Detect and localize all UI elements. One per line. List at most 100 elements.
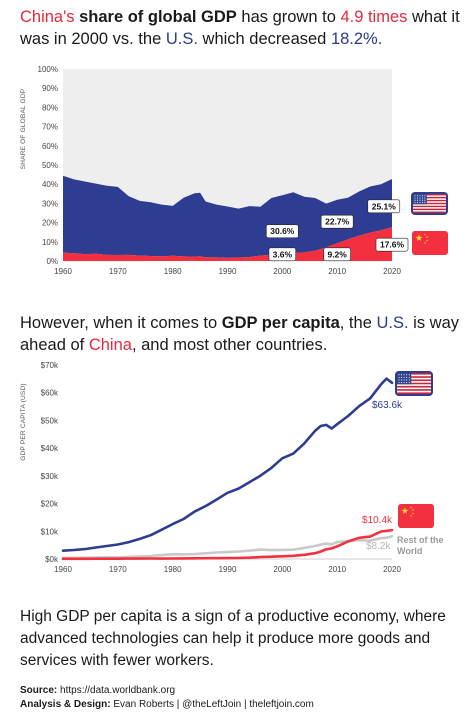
y-tick-label: $70k bbox=[41, 361, 59, 370]
y-tick-label: 30% bbox=[42, 199, 58, 208]
flag-field bbox=[398, 504, 434, 528]
flag-star bbox=[401, 374, 403, 376]
flag-star bbox=[419, 201, 421, 203]
title-us-word: U.S. bbox=[165, 30, 198, 48]
y-tick-label: 60% bbox=[42, 142, 58, 151]
y-tick-label: 50% bbox=[42, 161, 58, 170]
chart2-title: However, when it comes to GDP per capita… bbox=[20, 312, 460, 356]
y-tick-label: 90% bbox=[42, 84, 58, 93]
china-2010-label: 9.2% bbox=[327, 249, 347, 259]
y-axis-title: GDP PER CAPITA (USD) bbox=[20, 383, 27, 460]
china-share-area bbox=[63, 227, 392, 261]
share-of-gdp-chart: 0% 10% 20% 30% 40% 50% 60% 70% 80% 90% 100% 1960 197… bbox=[20, 65, 448, 276]
flag-field bbox=[412, 231, 448, 255]
x-tick-label: 2000 bbox=[273, 565, 291, 574]
rest-of-world-value-label: $8.2k bbox=[366, 541, 391, 552]
x-tick-label: 2020 bbox=[383, 565, 401, 574]
flag-star bbox=[415, 234, 423, 241]
flag-star bbox=[406, 381, 408, 384]
flag-star bbox=[416, 197, 419, 199]
flag-stripe bbox=[397, 389, 431, 391]
flag-star bbox=[401, 381, 403, 384]
title-text: is way ahead of bbox=[20, 314, 459, 354]
title-text: which decreased bbox=[197, 30, 331, 48]
china-2000-label-box bbox=[268, 247, 297, 262]
flag-star bbox=[408, 376, 410, 378]
title-text: has grown to bbox=[236, 8, 341, 26]
us-value-label: $63.6k bbox=[372, 400, 403, 411]
y-tick-label: $0k bbox=[45, 555, 59, 564]
flag-star bbox=[414, 197, 416, 199]
china-flag-icon bbox=[398, 504, 434, 528]
y-tick-label: 80% bbox=[42, 103, 58, 112]
flag-star bbox=[411, 512, 415, 515]
y-tick-label: 100% bbox=[38, 65, 58, 74]
flag-star bbox=[398, 379, 400, 381]
flag-star bbox=[423, 241, 427, 244]
source-credits: Source: https://data.worldbank.org Analy… bbox=[20, 684, 314, 712]
flag-stripe bbox=[397, 379, 431, 382]
flag-star bbox=[424, 195, 426, 197]
us-2020-label-box bbox=[367, 199, 401, 214]
flag-star bbox=[425, 239, 429, 242]
flag-star bbox=[401, 376, 403, 378]
flag-stripe bbox=[413, 199, 446, 202]
flag-star bbox=[414, 195, 416, 197]
flag-stripe bbox=[397, 392, 431, 394]
flag-star bbox=[423, 233, 427, 236]
y-axis-title: SHARE OF GLOBAL GDP bbox=[20, 89, 27, 170]
china-2020-label-box bbox=[375, 237, 409, 252]
flag-stripe bbox=[413, 208, 446, 211]
flag-stripe bbox=[397, 376, 431, 378]
credit-value: Evan Roberts | @theLeftJoin | theleftjoi… bbox=[110, 699, 314, 710]
flag-stripe bbox=[413, 205, 446, 208]
us-2000-label-box bbox=[266, 224, 299, 239]
flag-star bbox=[408, 379, 410, 381]
us-flag-icon bbox=[411, 192, 448, 215]
flag-stripe bbox=[413, 194, 446, 196]
china-2010-label-box bbox=[323, 247, 351, 262]
flag-stripe bbox=[397, 385, 431, 388]
y-tick-label: $30k bbox=[41, 472, 59, 481]
rest-of-world-name-label: Rest of the bbox=[397, 535, 444, 545]
x-tick-label: 2010 bbox=[328, 267, 346, 276]
title-text: , the bbox=[339, 314, 377, 332]
us-2020-label: 25.1% bbox=[372, 201, 397, 211]
footer-explanation: High GDP per capita is a sign of a produ… bbox=[20, 608, 446, 669]
title-text: , and most other countries. bbox=[131, 336, 328, 354]
flag-star bbox=[409, 506, 413, 509]
flag-star bbox=[416, 195, 419, 197]
y-tick-label: $50k bbox=[41, 416, 59, 425]
x-tick-label: 1980 bbox=[164, 565, 182, 574]
flag-star bbox=[424, 197, 426, 199]
source-line: Source: https://data.worldbank.org bbox=[20, 684, 314, 698]
x-tick-label: 1960 bbox=[54, 267, 72, 276]
title-share-phrase: share of global GDP bbox=[79, 8, 237, 26]
china-line bbox=[61, 528, 394, 561]
flag-canton bbox=[397, 373, 412, 385]
y-tick-label: 20% bbox=[42, 219, 58, 228]
flag-star bbox=[421, 195, 423, 197]
flag-star bbox=[416, 201, 419, 203]
flag-star bbox=[403, 376, 405, 378]
flag-star bbox=[424, 199, 426, 201]
flag-stripe bbox=[397, 373, 431, 375]
flag-star bbox=[421, 197, 423, 199]
title-china-word: China bbox=[88, 336, 132, 354]
flag-star bbox=[408, 381, 410, 384]
gdp-per-capita-chart: $0k $10k $20k $30k $40k $50k $60k $70k 1960 1970 1… bbox=[20, 361, 444, 574]
flag-star bbox=[421, 201, 423, 203]
flag-star bbox=[406, 379, 408, 381]
flag-star bbox=[419, 197, 421, 199]
us-flag-icon bbox=[395, 371, 433, 396]
china-flag-icon bbox=[412, 231, 448, 255]
rest-of-world-line bbox=[61, 535, 394, 560]
us-line bbox=[61, 377, 394, 552]
credit-label: Analysis & Design: bbox=[20, 699, 111, 710]
rest-of-world-name-label: World bbox=[397, 546, 422, 556]
x-tick-label: 2010 bbox=[328, 565, 346, 574]
flag-star bbox=[398, 376, 400, 378]
flag-star bbox=[398, 381, 400, 384]
x-tick-label: 1970 bbox=[109, 565, 127, 574]
title-gdp-per-capita-phrase: GDP per capita bbox=[221, 314, 340, 332]
